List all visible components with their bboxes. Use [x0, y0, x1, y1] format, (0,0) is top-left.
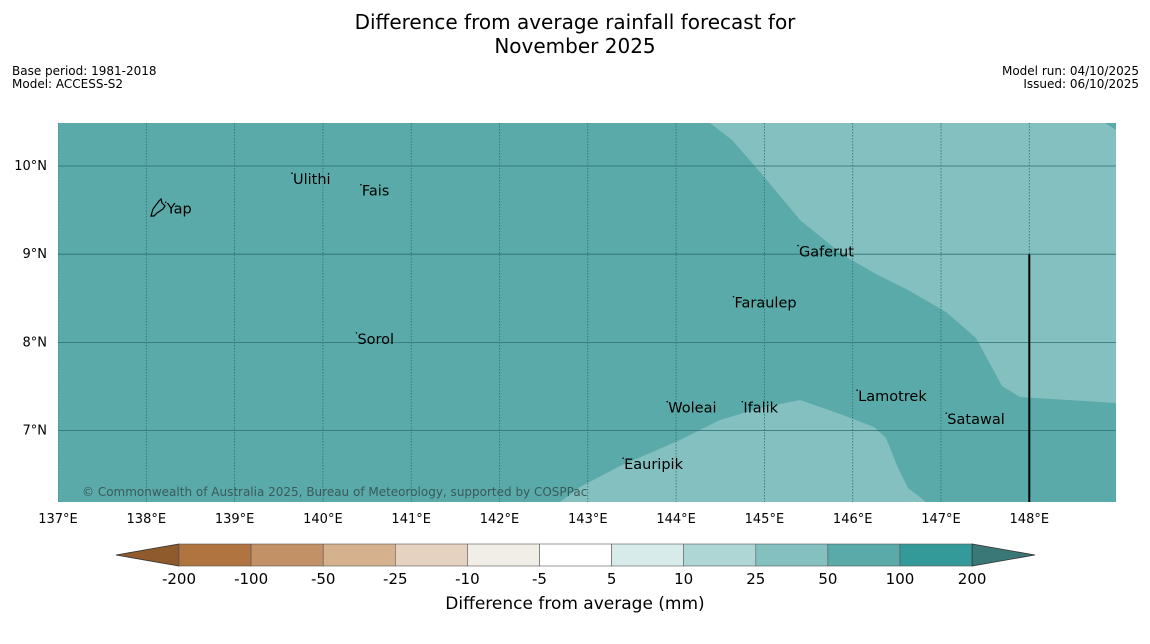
colorbar-swatch: [539, 543, 612, 567]
meta-left: Base period: 1981-2018 Model: ACCESS-S2: [12, 65, 157, 91]
place-label: Sorol: [357, 332, 394, 348]
model-run: Model run: 04/10/2025: [1001, 64, 1139, 78]
lon-tick-label: 147°E: [921, 512, 961, 527]
colorbar-swatch: [467, 543, 540, 567]
colorbar-tick-label: -5: [532, 570, 547, 588]
colorbar-swatch: [611, 543, 684, 567]
yap-island-outline: [150, 197, 166, 217]
colorbar: [115, 543, 1036, 567]
title-line-1: Difference from average rainfall forecas…: [354, 10, 796, 34]
lat-tick-label: 10°N: [14, 159, 47, 174]
colorbar-title: Difference from average (mm): [445, 594, 705, 614]
colorbar-tick-label: 50: [818, 570, 838, 588]
place-label: Ulithi: [293, 172, 331, 188]
colorbar-swatch: [322, 543, 396, 567]
colorbar-swatch: [394, 543, 468, 567]
lat-tick-label: 8°N: [23, 335, 48, 350]
colorbar-tick-label: -200: [161, 570, 197, 588]
issued-date: Issued: 06/10/2025: [1023, 77, 1139, 91]
colorbar-extend-low: [115, 543, 180, 567]
place-labels: Yap Ulithi Fais Gaferut Faraulep Sorol Lamotre…: [164, 172, 1005, 473]
place-marker: [945, 412, 948, 414]
lat-tick-label: 9°N: [23, 247, 48, 262]
colorbar-tick-label: -50: [310, 570, 336, 588]
colorbar-tick-label: 200: [957, 570, 987, 588]
place-marker: [666, 400, 669, 403]
place-label: Yap: [166, 201, 192, 217]
lat-tick-label: 7°N: [23, 424, 48, 439]
colorbar-tick-label: 25: [746, 570, 766, 588]
model-name: Model: ACCESS-S2: [12, 77, 124, 91]
colorbar-swatch: [899, 543, 973, 567]
colorbar-swatch: [250, 543, 324, 567]
place-label: Lamotrek: [858, 389, 927, 405]
place-marker: [732, 295, 735, 298]
colorbar-tick-label: -25: [383, 570, 408, 588]
base-period: Base period: 1981-2018: [12, 64, 157, 78]
anomaly-region-north-east: [710, 123, 1116, 403]
colorbar-swatch: [755, 543, 829, 567]
lon-tick-label: 142°E: [480, 512, 520, 527]
place-marker: [360, 183, 362, 186]
place-label: Gaferut: [799, 245, 854, 261]
lon-tick-label: 143°E: [568, 512, 608, 527]
colorbar-tick-label: 5: [606, 570, 617, 588]
title-line-2: November 2025: [494, 34, 656, 58]
place-label: Eauripik: [624, 457, 683, 473]
lon-tick-label: 145°E: [745, 512, 785, 527]
lon-tick-label: 141°E: [391, 512, 431, 527]
place-label: Satawal: [947, 412, 1004, 428]
map-frame: Yap Ulithi Fais Gaferut Faraulep Sorol Lamotre…: [58, 123, 1116, 502]
colorbar-swatch: [683, 543, 757, 567]
colorbar-swatch: [178, 543, 252, 567]
place-label: Fais: [362, 184, 389, 200]
lon-tick-label: 146°E: [833, 512, 873, 527]
copyright-note: © Commonwealth of Australia 2025, Bureau…: [82, 485, 587, 499]
colorbar-tick-label: -100: [234, 570, 269, 588]
lon-tick-label: 140°E: [303, 512, 343, 527]
map-title: Difference from average rainfall forecas…: [0, 10, 1150, 58]
colorbar-extend-high: [971, 543, 1036, 567]
anomaly-region-south: [560, 400, 926, 502]
colorbar-swatch: [827, 543, 901, 567]
place-label: Ifalik: [743, 401, 778, 417]
place-marker: [355, 332, 358, 334]
place-label: Faraulep: [734, 296, 796, 312]
axis-ticks: 137°E 138°E 139°E 140°E 141°E 142°E 143°E 144°E…: [14, 159, 1049, 527]
place-marker: [622, 457, 624, 459]
place-marker: [741, 400, 744, 403]
colorbar-tick-label: 10: [674, 570, 694, 588]
colorbar-tick-label: 100: [885, 570, 915, 588]
colorbar-tick-label: -10: [455, 570, 480, 588]
place-marker: [797, 244, 799, 247]
place-label: Woleai: [668, 401, 716, 417]
lon-tick-label: 144°E: [656, 512, 696, 527]
lon-tick-label: 148°E: [1010, 512, 1050, 527]
lon-tick-label: 139°E: [215, 512, 255, 527]
lon-tick-label: 137°E: [38, 512, 78, 527]
place-marker: [291, 172, 293, 175]
lon-tick-label: 138°E: [127, 512, 167, 527]
meta-right: Model run: 04/10/2025 Issued: 06/10/2025: [1002, 65, 1139, 91]
place-marker: [856, 389, 858, 392]
place-marker: [164, 201, 167, 204]
